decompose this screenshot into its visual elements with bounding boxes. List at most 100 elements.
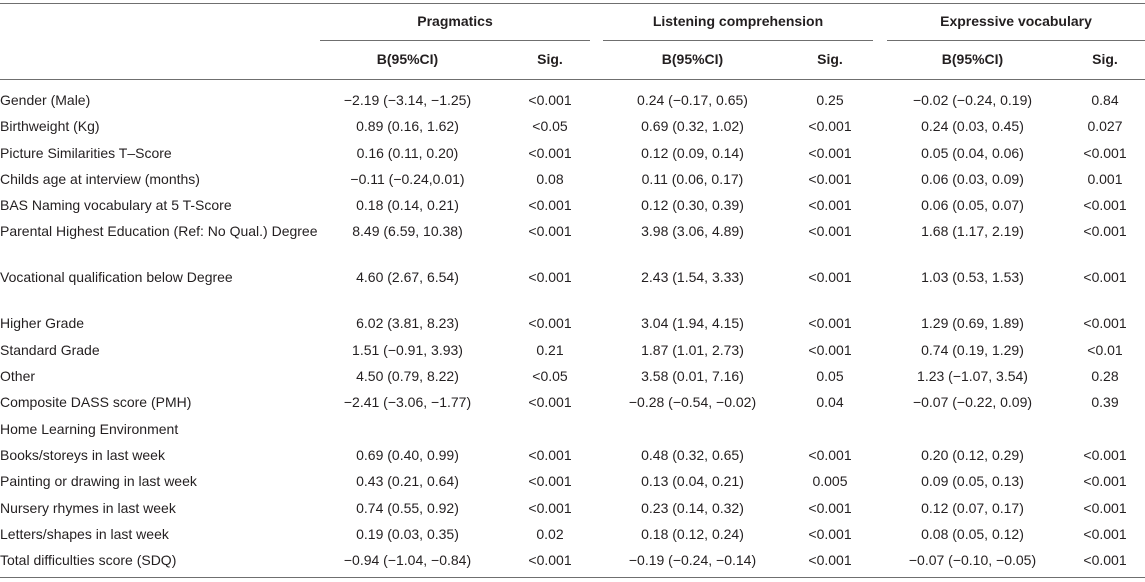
cell-vocabulary-sig xyxy=(1065,419,1145,445)
cell-vocabulary-sig: 0.39 xyxy=(1091,394,1119,411)
cell-listening-sig: <0.001 xyxy=(808,552,852,569)
row-label: BAS Naming vocabulary at 5 T-Score xyxy=(0,197,232,214)
row-label: Other xyxy=(0,368,36,385)
cell-listening-b: −0.28 (−0.54, −0.02) xyxy=(628,394,757,411)
cell-pragmatics-sig: <0.001 xyxy=(528,499,572,516)
row-label: Books/storeys in last week xyxy=(0,446,165,463)
cell-listening-b: 3.98 (3.06, 4.89) xyxy=(641,223,744,240)
cell-pragmatics-sig: <0.001 xyxy=(528,446,572,463)
cell-listening-sig: <0.001 xyxy=(808,144,852,161)
cell-listening-sig: <0.001 xyxy=(808,525,852,542)
cell-pragmatics-b: 4.60 (2.67, 6.54) xyxy=(356,269,459,286)
cell-listening-sig: <0.001 xyxy=(808,170,852,187)
cell-pragmatics-b: −2.19 (−3.14, −1.25) xyxy=(343,92,472,108)
cell-listening-sig: <0.001 xyxy=(808,197,852,214)
cell-vocabulary-sig: 0.027 xyxy=(1087,118,1123,135)
table-row: Total difficulties score (SDQ) −0.94 (−1.… xyxy=(0,550,1145,576)
cell-pragmatics-b: 1.51 (−0.91, 3.93) xyxy=(352,341,463,358)
cell-listening-sig: <0.001 xyxy=(808,315,852,332)
cell-listening-sig: <0.001 xyxy=(808,341,852,358)
cell-vocabulary-sig: <0.01 xyxy=(1087,341,1123,358)
row-label: Standard Grade xyxy=(0,341,100,358)
cell-vocabulary-sig: <0.001 xyxy=(1083,499,1127,516)
row-label: Gender (Male) xyxy=(0,92,91,108)
cell-vocabulary-b: 0.06 (0.05, 0.07) xyxy=(921,197,1024,214)
cell-pragmatics-b: 0.74 (0.55, 0.92) xyxy=(356,499,459,516)
cell-pragmatics-b: 0.43 (0.21, 0.64) xyxy=(356,473,459,490)
cell-vocabulary-sig: <0.001 xyxy=(1083,473,1127,490)
cell-vocabulary-sig: <0.001 xyxy=(1083,315,1127,332)
cell-listening-b: 1.87 (1.01, 2.73) xyxy=(641,341,744,358)
cell-listening-b: 0.12 (0.09, 0.14) xyxy=(641,144,744,161)
col-header-sig-pragmatics: Sig. xyxy=(537,51,563,67)
cell-pragmatics-sig: <0.001 xyxy=(528,269,572,286)
table-row: Letters/shapes in last week 0.19 (0.03, 0… xyxy=(0,524,1145,550)
cell-listening-b: 0.12 (0.30, 0.39) xyxy=(641,197,744,214)
cell-vocabulary-sig: 0.001 xyxy=(1087,170,1123,187)
table-row: BAS Naming vocabulary at 5 T-Score 0.18 (… xyxy=(0,195,1145,221)
cell-pragmatics-sig: <0.001 xyxy=(528,394,572,411)
cell-listening-b xyxy=(605,419,780,445)
col-header-sig-listening: Sig. xyxy=(817,51,843,67)
cell-pragmatics-b: 6.02 (3.81, 8.23) xyxy=(356,315,459,332)
cell-pragmatics-sig: 0.02 xyxy=(536,525,564,542)
cell-vocabulary-b: 1.23 (−1.07, 3.54) xyxy=(917,368,1028,385)
table-row: Parental Highest Education (Ref: No Qual… xyxy=(0,221,1145,267)
cell-listening-b: 0.11 (0.06, 0.17) xyxy=(641,170,744,187)
cell-vocabulary-b: 0.20 (0.12, 0.29) xyxy=(921,446,1024,463)
col-header-b-listening: B(95%CI) xyxy=(661,51,724,67)
cell-pragmatics-sig: <0.001 xyxy=(528,315,572,332)
cell-pragmatics-b: 0.16 (0.11, 0.20) xyxy=(356,144,459,161)
cell-pragmatics-sig: <0.001 xyxy=(528,552,572,569)
group-rule-vocabulary xyxy=(887,40,1145,41)
cell-vocabulary-b: 0.12 (0.07, 0.17) xyxy=(921,499,1024,516)
cell-vocabulary-sig: <0.001 xyxy=(1083,446,1127,463)
col-header-b-vocabulary: B(95%CI) xyxy=(941,51,1004,67)
cell-vocabulary-b: 0.74 (0.19, 1.29) xyxy=(921,341,1024,358)
cell-pragmatics-sig: <0.001 xyxy=(528,197,572,214)
cell-vocabulary-b: 0.05 (0.04, 0.06) xyxy=(921,144,1024,161)
cell-pragmatics-b: −0.11 (−0.24,0.01) xyxy=(350,170,465,187)
cell-pragmatics-sig: <0.001 xyxy=(528,92,572,108)
cell-listening-sig: <0.001 xyxy=(808,446,852,463)
cell-listening-b: 3.04 (1.94, 4.15) xyxy=(641,315,744,332)
cell-pragmatics-b: 0.89 (0.16, 1.62) xyxy=(356,118,459,135)
cell-vocabulary-b: 0.09 (0.05, 0.13) xyxy=(921,473,1024,490)
cell-listening-sig: 0.04 xyxy=(816,394,844,411)
cell-pragmatics-sig: 0.08 xyxy=(536,170,564,187)
cell-pragmatics-b: 0.19 (0.03, 0.35) xyxy=(356,525,459,542)
table-top-rule xyxy=(0,3,1145,4)
cell-vocabulary-sig: 0.84 xyxy=(1091,92,1119,108)
cell-pragmatics-sig: <0.05 xyxy=(532,118,568,135)
cell-pragmatics-sig: <0.001 xyxy=(528,473,572,490)
cell-vocabulary-b: 1.29 (0.69, 1.89) xyxy=(921,315,1024,332)
cell-pragmatics-b xyxy=(320,419,495,445)
table-body: Gender (Male) −2.19 (−3.14, −1.25) <0.001 0… xyxy=(0,90,1145,576)
cell-listening-b: 0.13 (0.04, 0.21) xyxy=(641,473,744,490)
table-row: Higher Grade 6.02 (3.81, 8.23) <0.001 3.04 … xyxy=(0,313,1145,339)
cell-listening-sig: <0.001 xyxy=(808,223,852,240)
cell-vocabulary-b: 0.24 (0.03, 0.45) xyxy=(921,118,1024,135)
table-bottom-rule xyxy=(0,577,1145,578)
row-label: Picture Similarities T–Score xyxy=(0,144,172,161)
cell-listening-sig: 0.05 xyxy=(816,368,844,385)
row-label: Childs age at interview (months) xyxy=(0,170,200,187)
table-row: Vocational qualification below Degree 4.6… xyxy=(0,267,1145,313)
row-label: Higher Grade xyxy=(0,315,85,332)
cell-pragmatics-sig: <0.001 xyxy=(528,144,572,161)
cell-pragmatics-sig: <0.05 xyxy=(532,368,568,385)
cell-listening-sig: <0.001 xyxy=(808,499,852,516)
cell-vocabulary-sig: <0.001 xyxy=(1083,144,1127,161)
row-label: Letters/shapes in last week xyxy=(0,525,169,542)
cell-vocabulary-sig: <0.001 xyxy=(1083,197,1127,214)
row-label: Nursery rhymes in last week xyxy=(0,499,176,516)
cell-vocabulary-b: −0.07 (−0.10, −0.05) xyxy=(908,552,1037,569)
table-row: Standard Grade 1.51 (−0.91, 3.93) 0.21 1.87… xyxy=(0,340,1145,366)
cell-pragmatics-b: 0.18 (0.14, 0.21) xyxy=(356,197,459,214)
cell-vocabulary-sig: 0.28 xyxy=(1091,368,1119,385)
cell-pragmatics-sig: <0.001 xyxy=(528,223,572,240)
cell-listening-b: 0.69 (0.32, 1.02) xyxy=(641,118,744,135)
col-header-sig-vocabulary: Sig. xyxy=(1092,51,1118,67)
row-label: Vocational qualification below Degree xyxy=(0,269,233,286)
